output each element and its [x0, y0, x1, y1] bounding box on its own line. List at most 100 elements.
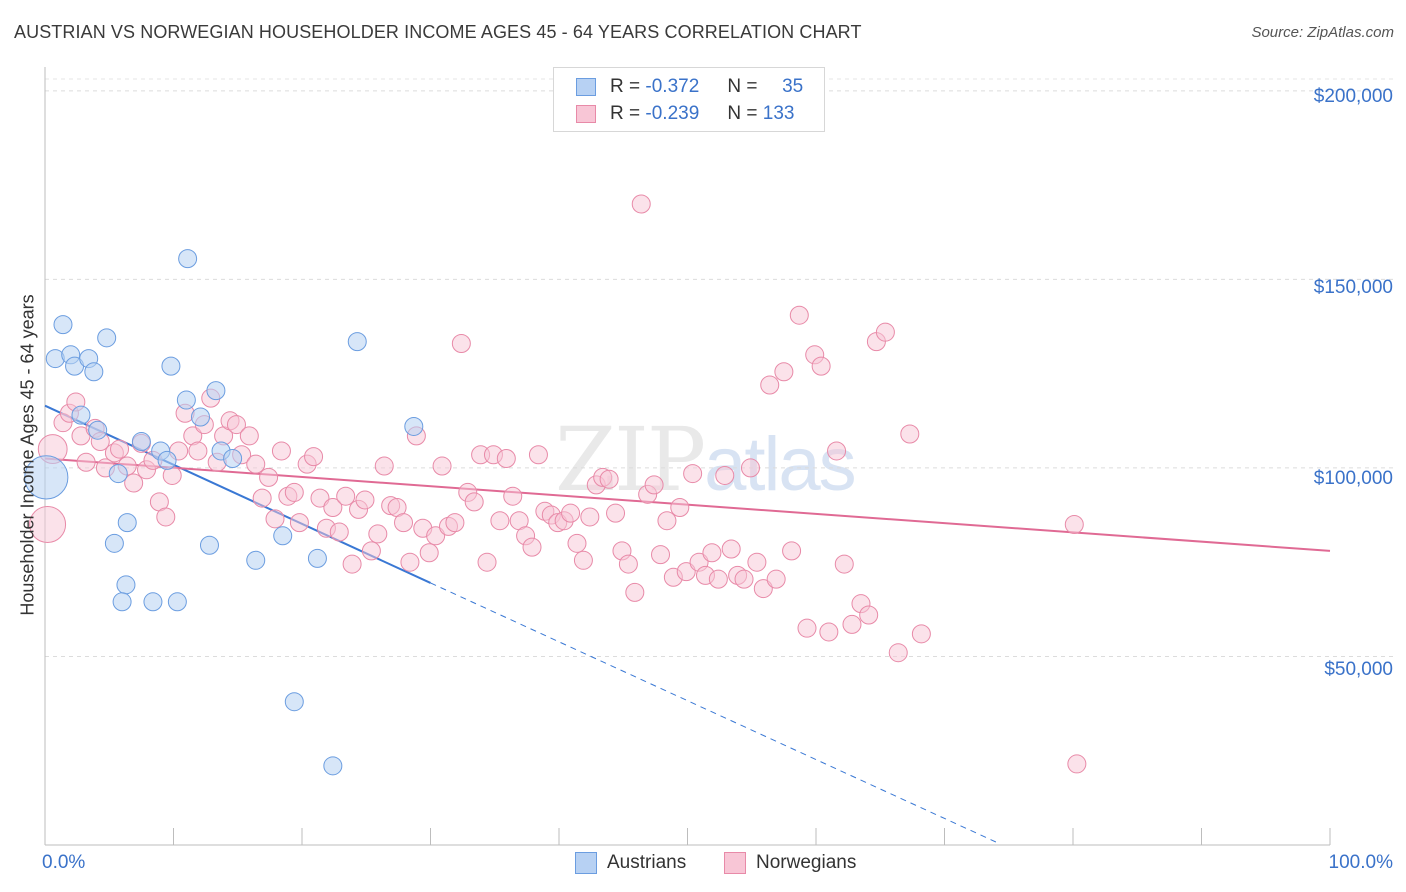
- norwegians-point: [1064, 514, 1084, 534]
- norwegians-point: [451, 333, 471, 353]
- austrians-point: [116, 575, 136, 595]
- norwegians-point: [657, 511, 677, 531]
- norwegians-point: [490, 511, 510, 531]
- norwegians-point: [606, 503, 626, 523]
- legend-r-value: -0.372: [645, 76, 700, 97]
- norwegians-point: [29, 505, 67, 543]
- norwegians-point: [310, 488, 330, 508]
- austrians-point: [246, 550, 266, 570]
- norwegians-point: [766, 569, 786, 589]
- austrians-point: [157, 450, 177, 470]
- norwegians-point: [842, 614, 862, 634]
- bottom-legend-austrians: Austrians: [575, 852, 686, 874]
- austrians-point: [307, 548, 327, 568]
- legend-row-austrians: R = -0.372 N = 35: [576, 75, 803, 99]
- austrians-point: [404, 416, 424, 436]
- norwegians-point: [618, 554, 638, 574]
- y-tick-50000: $50,000: [1324, 659, 1393, 680]
- austrians-point: [117, 513, 137, 533]
- norwegians-point: [432, 456, 452, 476]
- norwegians-point: [522, 537, 542, 557]
- chart-title: AUSTRIAN VS NORWEGIAN HOUSEHOLDER INCOME…: [14, 22, 862, 42]
- austrians-point: [206, 381, 226, 401]
- norwegians-point: [503, 486, 523, 506]
- norwegians-point: [226, 415, 246, 435]
- norwegians-point: [304, 447, 324, 467]
- watermark-zip: ZIP: [555, 408, 706, 511]
- norwegians-point: [323, 498, 343, 518]
- legend-r-label: R =: [610, 76, 641, 97]
- norwegians-point: [76, 452, 96, 472]
- norwegians-point: [900, 424, 920, 444]
- norwegians-point: [774, 362, 794, 382]
- norwegians-point: [827, 441, 847, 461]
- y-tick-200000: $200,000: [1313, 86, 1393, 107]
- austrians-point: [71, 405, 91, 425]
- norwegians-point: [811, 356, 831, 376]
- norwegians-point: [477, 552, 497, 572]
- norwegians-point: [782, 541, 802, 561]
- austrians-point: [178, 249, 198, 269]
- y-tick-100000: $100,000: [1313, 468, 1393, 489]
- norwegians-point: [355, 490, 375, 510]
- norwegians-point: [567, 533, 587, 553]
- austrians-swatch: [576, 78, 596, 96]
- norwegians-point: [834, 554, 854, 574]
- norwegians-point: [676, 562, 696, 582]
- norwegians-point: [631, 194, 651, 214]
- norwegians-point: [188, 441, 208, 461]
- norwegians-point: [625, 582, 645, 602]
- norwegians-point: [400, 552, 420, 572]
- norwegians-point: [760, 375, 780, 395]
- norwegians-point: [110, 439, 130, 459]
- norwegians-point: [911, 624, 931, 644]
- y-tick-150000: $150,000: [1313, 277, 1393, 298]
- correlation-legend: R = -0.372 N = 35 R = -0.239 N = 133: [553, 67, 825, 132]
- norwegians-point: [797, 618, 817, 638]
- austrians-point: [108, 464, 128, 484]
- legend-n-value: 133: [762, 103, 795, 124]
- austrians-legend-label: Austrians: [607, 852, 687, 873]
- austrians-point: [104, 533, 124, 553]
- legend-row-norwegians: R = -0.239 N = 133: [576, 102, 794, 126]
- austrians-point: [84, 362, 104, 382]
- norwegians-point: [561, 503, 581, 523]
- watermark-atlas: atlas: [704, 422, 857, 507]
- norwegians-point: [644, 475, 664, 495]
- norwegians-point: [284, 482, 304, 502]
- norwegians-point: [336, 486, 356, 506]
- legend-r-value: -0.239: [645, 103, 700, 124]
- austrians-point: [176, 390, 196, 410]
- norwegians-point: [875, 322, 895, 342]
- austrians-point: [161, 356, 181, 376]
- norwegians-point: [715, 465, 735, 485]
- norwegians-point: [573, 550, 593, 570]
- norwegians-swatch: [576, 105, 596, 123]
- austrians-trend-extension: [430, 582, 997, 843]
- norwegians-point: [747, 552, 767, 572]
- watermark: ZIPatlas: [555, 408, 857, 511]
- norwegians-point: [740, 458, 760, 478]
- norwegians-point: [329, 522, 349, 542]
- austrians-point: [88, 420, 108, 440]
- norwegians-legend-swatch: [724, 852, 746, 874]
- y-axis-label: Householder Income Ages 45 - 64 years: [17, 294, 38, 616]
- austrians-point: [347, 332, 367, 352]
- norwegians-point: [419, 543, 439, 563]
- austrians-point: [223, 449, 243, 468]
- norwegians-point: [599, 469, 619, 489]
- norwegians-point: [888, 643, 908, 663]
- norwegians-point: [464, 492, 484, 512]
- norwegians-point: [819, 622, 839, 642]
- norwegians-point: [702, 543, 722, 563]
- norwegians-point: [1067, 754, 1087, 774]
- norwegians-point: [859, 605, 879, 625]
- norwegians-point: [246, 454, 266, 474]
- austrians-point: [199, 535, 219, 555]
- norwegians-point: [753, 579, 773, 599]
- norwegians-point: [496, 449, 516, 468]
- austrians-point: [112, 592, 132, 612]
- austrians-point: [24, 455, 69, 500]
- legend-n-label: N =: [727, 76, 758, 97]
